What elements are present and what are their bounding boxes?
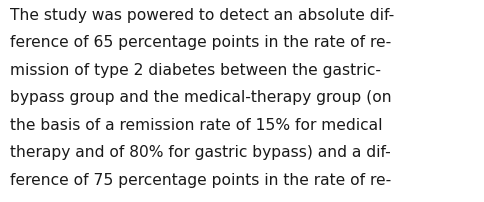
Text: ference of 65 percentage points in the rate of re-: ference of 65 percentage points in the r… (10, 36, 391, 50)
Text: therapy and of 80% for gastric bypass) and a dif-: therapy and of 80% for gastric bypass) a… (10, 145, 390, 161)
Text: the basis of a remission rate of 15% for medical: the basis of a remission rate of 15% for… (10, 118, 382, 133)
Text: bypass group and the medical-therapy group (on: bypass group and the medical-therapy gro… (10, 90, 391, 105)
Text: ference of 75 percentage points in the rate of re-: ference of 75 percentage points in the r… (10, 173, 391, 188)
Text: mission of type 2 diabetes between the gastric-: mission of type 2 diabetes between the g… (10, 63, 380, 78)
Text: The study was powered to detect an absolute dif-: The study was powered to detect an absol… (10, 8, 393, 23)
